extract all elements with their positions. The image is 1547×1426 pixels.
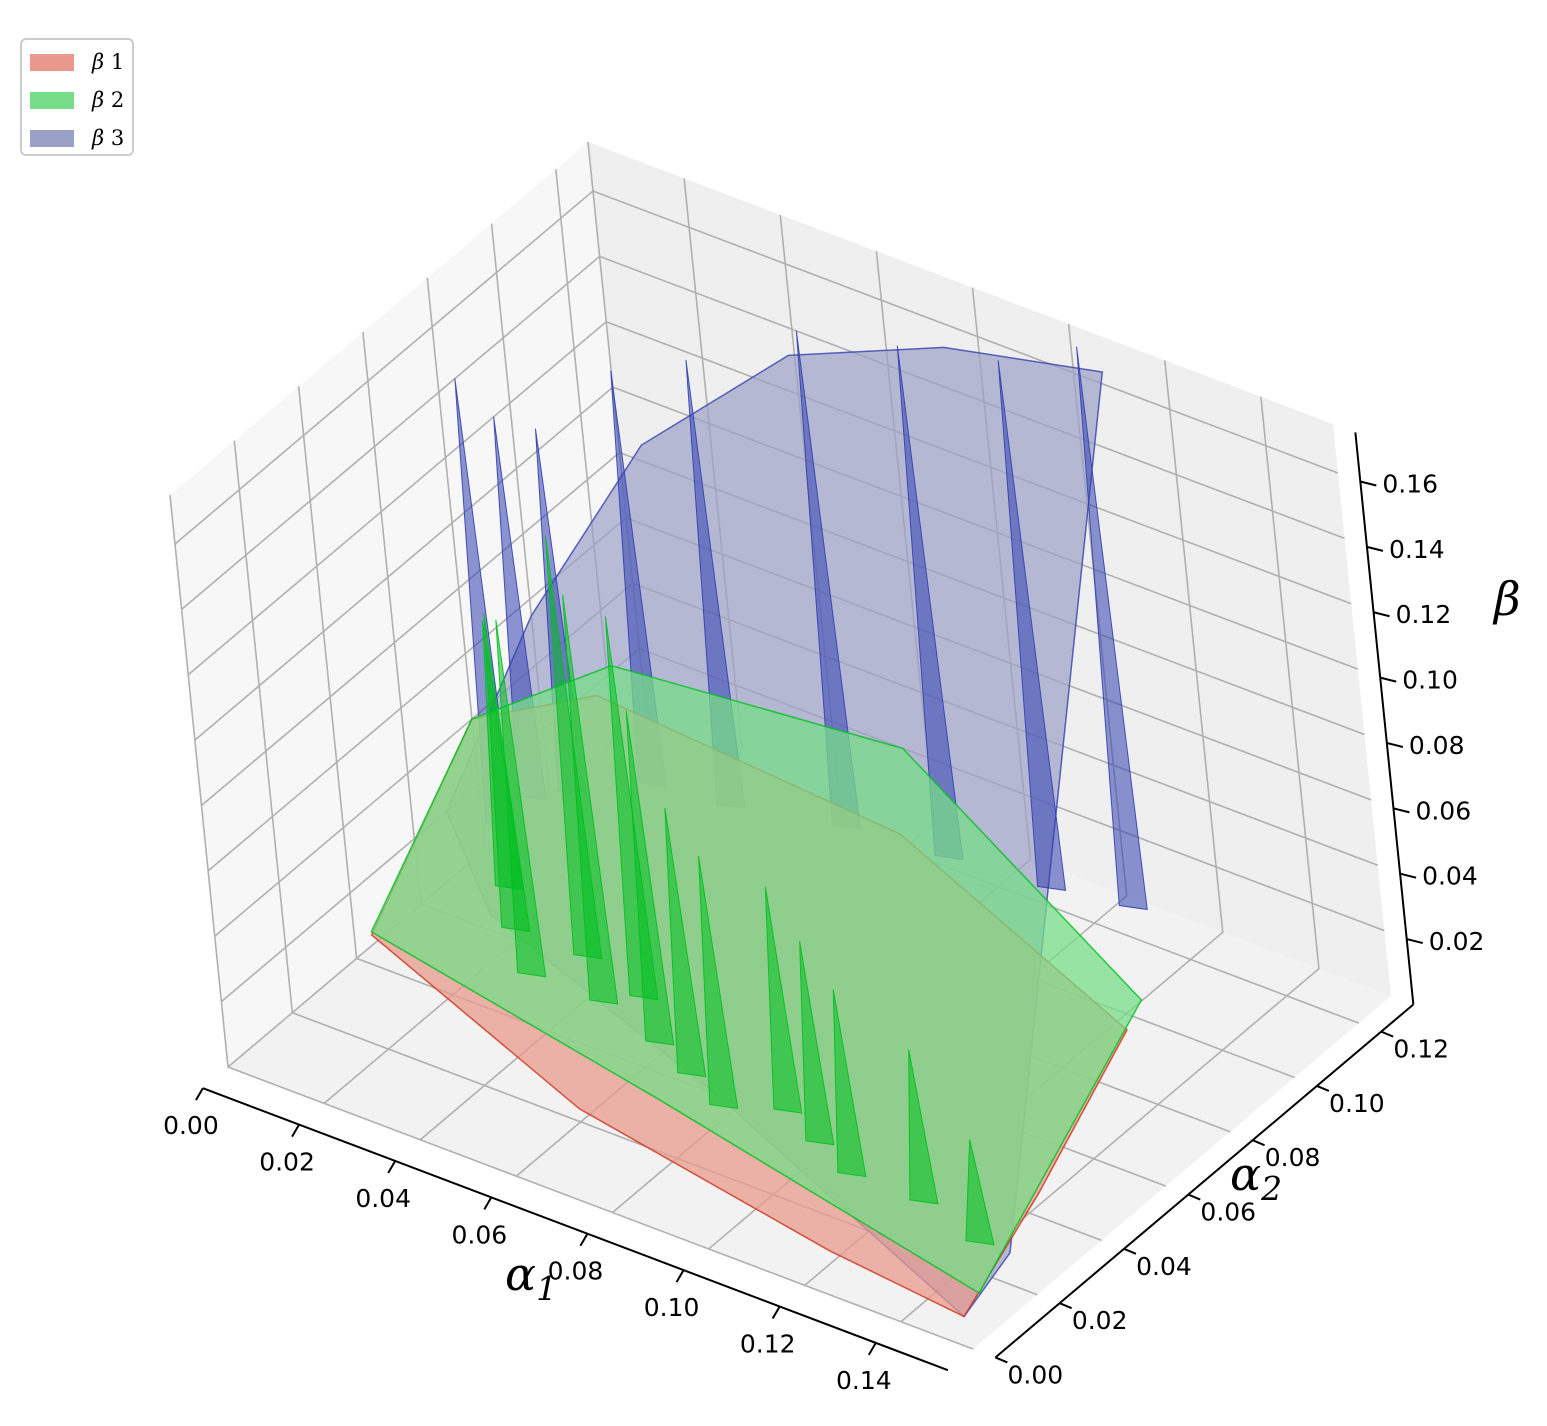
x-tick-4	[579, 1233, 589, 1247]
y-tick-label-5: 0.10	[1329, 1089, 1385, 1118]
surface-spike-3-7	[997, 360, 1067, 891]
z-tick-label-4: 0.10	[1402, 666, 1458, 695]
legend-item-beta-2: β 2	[30, 88, 124, 112]
surfaces	[370, 330, 1148, 1318]
x-tick-3	[483, 1196, 493, 1210]
y-tick-label-1: 0.02	[1072, 1306, 1128, 1335]
y-tick-3	[1187, 1193, 1201, 1201]
x-tick-label-7: 0.14	[836, 1366, 892, 1395]
z-tick-6	[1366, 545, 1384, 552]
z-tick-4	[1379, 676, 1397, 683]
z-tick-label-5: 0.12	[1396, 600, 1452, 629]
z-tick-label-0: 0.02	[1429, 927, 1485, 956]
z-tick-label-2: 0.06	[1415, 796, 1471, 825]
surface-spike-2-8	[698, 855, 739, 1110]
x-tick-label-5: 0.10	[644, 1293, 700, 1322]
y-tick-2	[1123, 1247, 1137, 1255]
surface-spike-2-11	[832, 989, 867, 1178]
y-tick-label-3: 0.06	[1200, 1198, 1256, 1227]
x-tick-5	[675, 1269, 685, 1283]
y-tick-5	[1316, 1084, 1330, 1092]
y-tick-6	[1380, 1030, 1394, 1038]
surface-body-2	[370, 664, 1143, 1295]
z-tick-7	[1360, 480, 1377, 487]
y-tick-4	[1252, 1139, 1265, 1147]
x-tick-label-0: 0.00	[163, 1111, 219, 1140]
z-tick-1	[1399, 872, 1417, 879]
x-tick-label-3: 0.06	[451, 1220, 507, 1249]
surface-spike-2-7	[664, 807, 707, 1078]
x-tick-6	[771, 1305, 781, 1320]
surface-spike-3-8	[1076, 346, 1148, 911]
surface-spike-2-4	[562, 594, 619, 1005]
x-axis-line	[202, 1087, 949, 1372]
legend-item-beta-1: β 1	[30, 50, 124, 74]
legend-item-beta-3: β 3	[30, 126, 124, 150]
grid-line-y-0	[169, 494, 974, 1350]
y-axis-label-subscript: 2	[1260, 1169, 1282, 1208]
surface-spike-2-2	[495, 619, 547, 978]
legend-swatch-beta-2	[30, 91, 74, 109]
surface-spike-2-6	[625, 710, 675, 1046]
x-tick-label-4: 0.08	[548, 1257, 604, 1286]
z-tick-0	[1406, 938, 1423, 945]
left-pane	[170, 142, 646, 1067]
surface-spike-2-9	[764, 886, 803, 1114]
x-tick-label-2: 0.04	[355, 1184, 411, 1213]
x-tick-2	[387, 1160, 397, 1174]
x-axis-label: α1	[505, 1247, 557, 1308]
grid-line-z-6	[181, 255, 1345, 611]
grid-line-z-5	[187, 320, 1352, 676]
z-tick-label-7: 0.16	[1382, 469, 1438, 498]
axes-lines	[195, 432, 1423, 1372]
y-axis-label: α2	[1230, 1147, 1282, 1208]
x-tick-0	[195, 1087, 204, 1101]
y-tick-1	[1059, 1302, 1073, 1310]
y-tick-0	[994, 1356, 1008, 1364]
z-axis-line	[1354, 432, 1415, 1005]
z-tick-2	[1393, 807, 1410, 814]
z-axis-label: β	[1492, 572, 1521, 626]
legend-label-beta-2: β 2	[92, 88, 125, 112]
x-tick-label-6: 0.12	[740, 1330, 796, 1359]
legend: β 1 β 2 β 3	[20, 38, 134, 156]
y-tick-label-2: 0.04	[1136, 1252, 1192, 1281]
z-tick-label-6: 0.14	[1389, 535, 1445, 564]
surface-spike-2-13	[965, 1139, 995, 1246]
x-tick-label-1: 0.02	[259, 1148, 315, 1177]
tick-labels: 0.00 0.02 0.04 0.06 0.08 0.10 0.12 0.14 0.00 0.02…	[163, 469, 1484, 1394]
y-tick-label-6: 0.12	[1393, 1035, 1449, 1064]
z-tick-5	[1373, 611, 1390, 618]
surface-spike-2-10	[799, 941, 835, 1146]
z-tick-label-3: 0.08	[1409, 731, 1465, 760]
surface-spike-2-12	[908, 1049, 939, 1205]
y-tick-label-4: 0.08	[1265, 1143, 1321, 1172]
y-axis-line	[994, 1003, 1414, 1359]
surface-β-2	[370, 536, 1143, 1295]
legend-swatch-beta-3	[30, 129, 74, 147]
grid-line-x-7	[900, 396, 1320, 1323]
legend-swatch-beta-1	[30, 53, 74, 71]
z-tick-label-1: 0.04	[1422, 862, 1478, 891]
x-axis-label-subscript: 1	[536, 1269, 557, 1308]
legend-label-beta-1: β 1	[92, 50, 125, 74]
y-tick-label-0: 0.00	[1008, 1360, 1064, 1389]
x-tick-1	[291, 1124, 300, 1138]
legend-label-beta-3: β 3	[92, 126, 125, 150]
x-tick-7	[867, 1342, 877, 1356]
z-tick-3	[1386, 742, 1404, 748]
